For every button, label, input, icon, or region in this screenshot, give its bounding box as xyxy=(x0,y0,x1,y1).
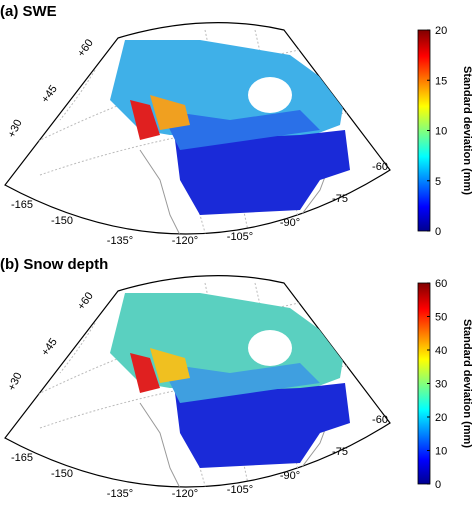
colorbar-tick-label: 20 xyxy=(435,25,447,37)
lon-label: -75 xyxy=(332,193,348,205)
lat-label: +30 xyxy=(6,118,25,140)
colorbar-label: Standard deviation (mm) xyxy=(461,319,473,448)
colorbar-label: Standard deviation (mm) xyxy=(461,66,473,195)
land-outline xyxy=(139,402,336,487)
lat-label: +30 xyxy=(6,371,25,393)
colorbar-tick-label: 0 xyxy=(435,479,441,491)
map xyxy=(4,22,391,235)
panel: (b) Snow depth +60 +45 +30 -165 -150 -135° -120… xyxy=(0,256,473,500)
lat-label: +45 xyxy=(39,83,60,105)
colorbar-tick-label: 40 xyxy=(435,345,447,357)
graticule xyxy=(59,69,96,121)
bay xyxy=(248,77,292,113)
lon-label: -150 xyxy=(51,215,73,227)
snow-high xyxy=(130,353,160,393)
snow-south xyxy=(175,383,350,468)
colorbar-tick-label: 10 xyxy=(435,126,447,138)
colorbar-tick-label: 5 xyxy=(435,176,441,188)
panel-title: (b) Snow depth xyxy=(0,256,108,273)
lon-label: -60 xyxy=(372,161,388,173)
colorbar-tick-label: 60 xyxy=(435,278,447,290)
lon-label: -60 xyxy=(372,414,388,426)
lon-label: -90° xyxy=(280,217,300,229)
snow-high xyxy=(130,100,160,140)
lon-label: -105° xyxy=(227,484,253,496)
lon-label: -120° xyxy=(172,235,198,247)
panel-title: (a) SWE xyxy=(0,3,57,20)
lon-label: -135° xyxy=(107,235,133,247)
lon-label: -135° xyxy=(107,488,133,500)
lon-label: -90° xyxy=(280,470,300,482)
snow-mid2 xyxy=(150,348,190,383)
snow-mid xyxy=(160,363,320,403)
map-content xyxy=(19,282,390,487)
bay xyxy=(248,330,292,366)
snow-south xyxy=(175,130,350,215)
colorbar-tick-label: 15 xyxy=(435,75,447,87)
lon-label: -165 xyxy=(11,452,33,464)
colorbar-tick-label: 30 xyxy=(435,379,447,391)
lat-label: +60 xyxy=(75,290,96,312)
snow-mid2 xyxy=(150,95,190,130)
map xyxy=(4,275,391,488)
lat-label: +45 xyxy=(39,336,60,358)
colorbar-tick-label: 0 xyxy=(435,226,441,238)
lon-label: -105° xyxy=(227,231,253,243)
lon-label: -75 xyxy=(332,446,348,458)
land-outline xyxy=(139,149,336,234)
panel: (a) SWE +60 +45 +30 -165 -150 -135° -120° -105° -… xyxy=(0,3,473,247)
lat-label: +60 xyxy=(75,37,96,59)
snow-mid xyxy=(160,110,320,150)
colorbar-tick-label: 20 xyxy=(435,412,447,424)
colorbar-tick-label: 10 xyxy=(435,446,447,458)
lon-label: -165 xyxy=(11,199,33,211)
lon-label: -150 xyxy=(51,468,73,480)
map-content xyxy=(19,29,390,234)
lon-label: -120° xyxy=(172,488,198,500)
graticule xyxy=(59,322,96,374)
colorbar-tick-label: 50 xyxy=(435,312,447,324)
